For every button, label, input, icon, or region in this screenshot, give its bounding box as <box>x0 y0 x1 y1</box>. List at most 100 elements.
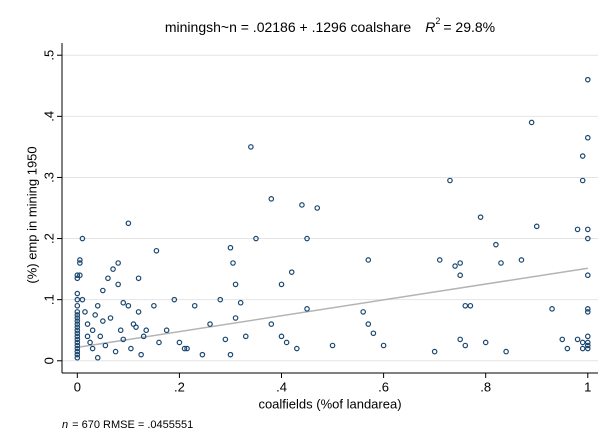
point <box>135 309 142 315</box>
point <box>493 241 499 248</box>
point <box>181 345 188 352</box>
point <box>227 351 234 358</box>
x-tick-label: 1 <box>584 379 591 394</box>
point <box>584 339 591 346</box>
point <box>584 76 591 83</box>
point <box>518 257 525 263</box>
point <box>74 330 81 337</box>
y-tick-label: .2 <box>41 233 56 244</box>
point <box>74 354 81 361</box>
r2-value: = 29.8% <box>443 19 495 35</box>
point <box>79 296 86 303</box>
r2-superscript: 2 <box>435 16 440 26</box>
point <box>288 269 295 275</box>
point <box>74 309 81 315</box>
point <box>457 336 463 343</box>
point <box>140 333 147 340</box>
point <box>242 333 249 340</box>
point <box>549 306 555 312</box>
point <box>360 309 366 315</box>
point <box>74 339 81 346</box>
point <box>431 348 438 355</box>
point <box>92 312 98 318</box>
point <box>97 333 104 340</box>
x-tick-label: .2 <box>174 379 185 394</box>
point <box>232 281 239 288</box>
point <box>87 339 93 346</box>
y-tick-label: .3 <box>41 172 56 183</box>
point <box>579 153 586 159</box>
point <box>584 345 591 352</box>
point <box>125 302 132 309</box>
point <box>115 281 121 288</box>
point <box>462 302 469 309</box>
point <box>584 342 591 349</box>
chart-title: miningsh~n = .02186 + .1296 coalshare R2 =… <box>165 16 495 34</box>
point <box>74 342 81 349</box>
point <box>110 266 116 272</box>
point <box>304 306 310 312</box>
point <box>248 144 254 150</box>
point <box>89 327 96 334</box>
point <box>482 339 489 346</box>
x-tick-label: 0 <box>74 379 81 394</box>
point <box>268 321 275 327</box>
point <box>304 235 310 242</box>
title-equation: miningsh~n = .02186 + .1296 coalshare <box>165 19 412 35</box>
point <box>94 354 101 361</box>
y-tick-label: .5 <box>41 50 56 61</box>
y-tick-label: 0 <box>41 357 56 364</box>
point <box>74 272 81 279</box>
point <box>74 351 81 358</box>
point <box>77 257 83 263</box>
point <box>579 339 586 346</box>
point <box>365 321 372 327</box>
point <box>498 260 504 266</box>
point <box>151 302 157 309</box>
point <box>579 177 586 184</box>
point <box>462 342 469 349</box>
point <box>163 327 170 334</box>
point <box>84 333 91 340</box>
point <box>283 339 290 346</box>
point <box>74 321 81 327</box>
point <box>143 327 150 334</box>
point <box>533 223 540 230</box>
point <box>584 309 591 315</box>
point <box>268 196 275 202</box>
point <box>477 214 484 220</box>
point <box>74 290 81 297</box>
point <box>82 309 88 315</box>
point <box>237 299 244 306</box>
point <box>133 324 139 330</box>
point <box>100 318 106 324</box>
point <box>278 281 285 288</box>
point <box>171 296 178 303</box>
point <box>457 260 463 266</box>
x-axis-title: coalfields (%of landarea) <box>258 396 401 411</box>
point <box>112 348 119 355</box>
point <box>105 275 111 282</box>
point <box>559 336 566 343</box>
point <box>574 226 581 233</box>
point <box>100 287 106 294</box>
point <box>584 134 591 141</box>
point <box>74 302 81 309</box>
r2-symbol: R <box>425 19 435 35</box>
point <box>564 345 571 352</box>
point <box>135 275 142 282</box>
point <box>125 220 132 227</box>
point <box>102 342 109 349</box>
point <box>199 351 206 358</box>
point <box>299 202 305 208</box>
point <box>153 247 160 254</box>
note-n: n <box>62 419 68 431</box>
point <box>74 327 81 334</box>
point <box>74 296 81 303</box>
point <box>584 235 591 242</box>
point <box>77 260 83 266</box>
point <box>74 312 81 318</box>
point <box>74 324 81 330</box>
